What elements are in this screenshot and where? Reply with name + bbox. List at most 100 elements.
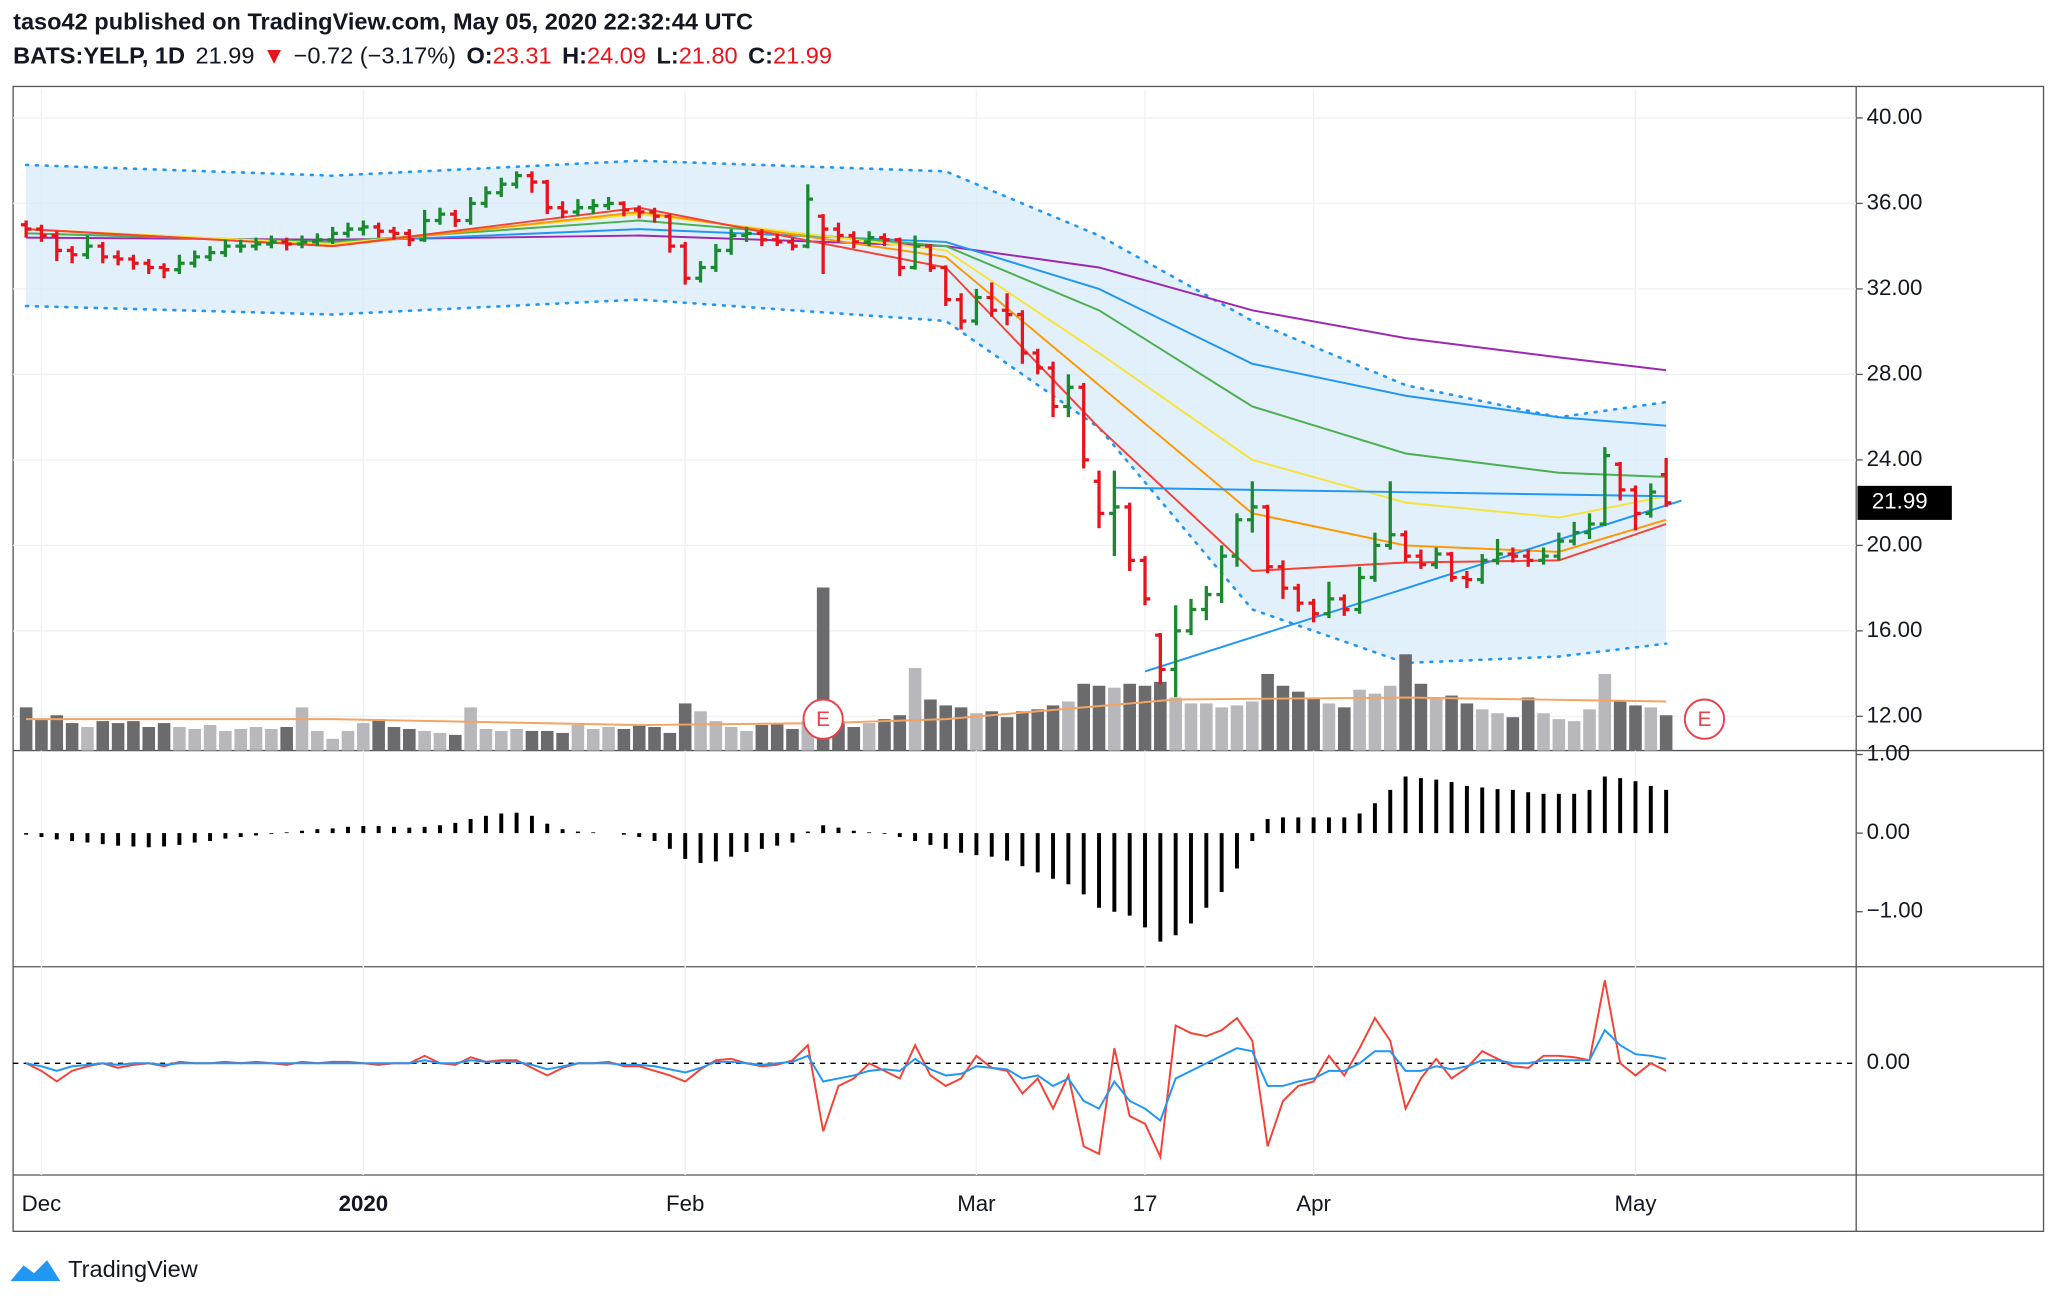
- ohlc-bar: [327, 226, 338, 245]
- volume-bar: [525, 730, 539, 751]
- ohlc-bar: [496, 177, 507, 198]
- volume-bar: [1475, 709, 1489, 751]
- volume-bar: [617, 728, 631, 751]
- y-tick-label: 0.00: [1867, 819, 1910, 844]
- ohlc-bar: [1231, 513, 1243, 567]
- oscillator-line: [25, 980, 1667, 1161]
- ohlc-bar: [1201, 586, 1212, 621]
- ohlc-bar: [82, 235, 93, 259]
- volume-bar: [96, 721, 110, 751]
- ohlc-bar: [802, 184, 814, 249]
- ma-line: [26, 228, 1667, 427]
- ohlc-bar: [863, 231, 875, 247]
- volume-bar: [1200, 703, 1213, 751]
- ohlc-bar: [1538, 547, 1549, 565]
- c-label: C:: [748, 43, 773, 69]
- ohlc-bar: [66, 246, 78, 264]
- ohlc-bar: [1522, 549, 1534, 567]
- ohlc-bar: [1001, 293, 1013, 326]
- ohlc-bar: [679, 241, 691, 285]
- volume-bar: [311, 730, 324, 751]
- volume-bar: [663, 732, 677, 751]
- volume-bar: [1567, 721, 1581, 751]
- ma-line: [26, 206, 1667, 573]
- ohlc-bar: [128, 254, 139, 270]
- volume-bar: [1276, 685, 1290, 751]
- x-tick-label: Feb: [666, 1191, 704, 1216]
- ohlc-bar: [848, 231, 860, 249]
- volume-bar: [372, 719, 385, 751]
- earnings-marker: [802, 698, 844, 740]
- ohlc-bar: [986, 282, 997, 317]
- volume-bar: [1031, 709, 1045, 751]
- volume-bar: [1414, 683, 1428, 751]
- ohlc-bar: [480, 186, 492, 208]
- band-area: [26, 160, 1667, 663]
- ohlc-bar: [1093, 470, 1105, 529]
- ohlc-bar: [1507, 547, 1519, 563]
- volume-bar: [556, 732, 569, 751]
- volume-bar: [1598, 673, 1612, 751]
- y-tick-label: 1.00: [1867, 740, 1910, 765]
- last-price-box: [1857, 485, 1952, 520]
- ohlc-bar: [1124, 502, 1135, 572]
- ohlc-bar: [1599, 447, 1611, 527]
- ohlc-bar: [388, 226, 400, 240]
- volume-bar: [479, 728, 493, 751]
- volume-bar: [81, 727, 94, 751]
- ohlc-bar: [1339, 594, 1350, 616]
- volume-bar: [403, 728, 416, 751]
- y-tick-label: 28.00: [1867, 360, 1923, 385]
- volume-bar: [862, 723, 876, 751]
- ohlc-bar: [756, 229, 768, 247]
- change: −0.72 (−3.17%): [294, 43, 456, 69]
- ohlc-bar: [1354, 566, 1365, 614]
- volume-bar: [1491, 713, 1504, 751]
- ohlc-bar: [204, 246, 216, 262]
- volume-bar: [265, 728, 278, 751]
- publisher: taso42 published on TradingView.com, May…: [13, 9, 753, 35]
- volume-bar: [1659, 715, 1673, 751]
- volume-bar: [678, 703, 692, 751]
- volume-bar: [219, 730, 232, 751]
- ohlc-bar: [526, 171, 538, 193]
- ma-line: [26, 210, 1667, 553]
- ohlc-bar: [1492, 538, 1503, 565]
- ohlc-bar: [955, 293, 967, 330]
- volume-bar: [280, 727, 293, 751]
- volume-bar: [1399, 654, 1412, 751]
- earnings-label: E: [1697, 708, 1711, 731]
- ohlc-bar: [1170, 605, 1181, 698]
- volume-bar: [1246, 701, 1259, 751]
- volume-bar: [127, 721, 140, 751]
- symbol: BATS:YELP, 1D: [13, 43, 185, 69]
- ohlc-bar: [1047, 361, 1059, 418]
- ohlc-bar: [1369, 532, 1381, 582]
- volume-bar: [203, 725, 217, 751]
- ohlc-bar: [1645, 483, 1657, 518]
- ohlc-bar: [1446, 551, 1457, 582]
- ohlc-bar: [143, 258, 154, 274]
- ohlc-bar: [833, 222, 844, 242]
- y-tick-label: 36.00: [1867, 189, 1923, 214]
- ohlc-bar: [1400, 530, 1411, 563]
- ohlc-bar: [557, 201, 568, 219]
- ohlc-bar: [235, 239, 246, 253]
- y-tick-label: 24.00: [1867, 446, 1923, 471]
- ohlc-bar: [710, 244, 722, 272]
- logo-icon: [10, 1260, 61, 1282]
- oscillator-line: [25, 1028, 1667, 1123]
- l-label: L:: [656, 43, 678, 69]
- volume-bar: [1016, 711, 1029, 751]
- volume-bar: [1062, 701, 1075, 751]
- y-tick-label: 32.00: [1867, 275, 1923, 300]
- volume-bar: [295, 707, 309, 751]
- ohlc-bar: [603, 197, 614, 210]
- volume-bar: [970, 713, 983, 751]
- ohlc-bar: [434, 207, 446, 225]
- ohlc-bar: [1614, 462, 1626, 501]
- logo: TradingView: [10, 1256, 199, 1282]
- volume-bar: [326, 738, 339, 751]
